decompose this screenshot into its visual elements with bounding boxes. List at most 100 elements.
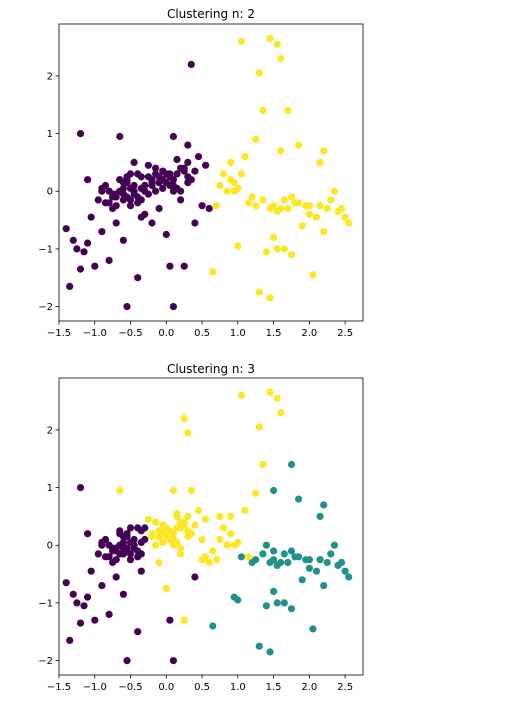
axes-frame [58, 377, 364, 676]
data-point [84, 593, 92, 601]
data-point [162, 230, 170, 239]
data-point [144, 515, 152, 523]
data-point [191, 521, 199, 529]
data-point [184, 158, 192, 166]
data-point [116, 176, 124, 184]
data-point [262, 248, 270, 256]
data-point [152, 518, 160, 526]
data-point [130, 535, 138, 544]
data-point [152, 541, 160, 549]
data-point [227, 512, 235, 521]
data-point [316, 556, 324, 564]
data-point [123, 544, 131, 552]
data-point [198, 202, 206, 210]
data-point [287, 460, 296, 469]
data-point [80, 248, 88, 256]
data-point [309, 271, 317, 279]
data-point [184, 141, 192, 149]
x-tick-label: −1.5 [47, 328, 71, 339]
data-point [212, 556, 220, 564]
data-point [62, 225, 70, 233]
data-point [126, 524, 135, 532]
data-point [237, 170, 245, 178]
data-point [259, 106, 267, 115]
y-tick-label: 0 [47, 541, 53, 552]
data-point [73, 599, 81, 607]
data-point [277, 55, 285, 63]
data-point [320, 228, 328, 236]
data-point [284, 204, 292, 213]
data-point [134, 553, 142, 561]
data-point [87, 567, 95, 575]
y-tick-label: 0 [47, 187, 53, 198]
data-point [76, 619, 85, 627]
data-point [209, 622, 217, 630]
data-point [270, 202, 278, 210]
data-point [298, 576, 306, 584]
data-point [187, 486, 195, 495]
data-point [234, 242, 242, 250]
x-axis: −1.5 −1.0 −0.5 0.0 0.5 1.0 1.5 2.0 2.5 [47, 321, 353, 339]
data-point [180, 616, 188, 624]
x-tick-label: 1.5 [266, 682, 282, 693]
data-point [62, 579, 70, 587]
data-point [191, 167, 199, 175]
data-point [194, 507, 203, 515]
data-point [270, 547, 278, 555]
data-point [273, 207, 281, 215]
data-point [266, 388, 274, 396]
data-point [98, 228, 106, 236]
data-point [270, 233, 278, 241]
data-point [230, 541, 238, 549]
data-point [148, 179, 156, 187]
data-point [223, 187, 231, 195]
data-point [184, 512, 192, 521]
data-point [337, 204, 346, 213]
data-point [277, 409, 285, 417]
data-point [169, 657, 177, 665]
data-point [112, 190, 120, 198]
data-point [141, 535, 149, 544]
data-point [316, 202, 324, 210]
x-tick-label: 1.5 [266, 328, 282, 339]
data-point [266, 294, 274, 302]
data-point [202, 161, 210, 169]
data-point [252, 202, 260, 210]
data-point [216, 535, 224, 544]
data-point [180, 262, 188, 270]
data-point [280, 196, 288, 204]
data-point [273, 599, 281, 607]
data-point [316, 158, 324, 166]
data-point [126, 202, 135, 210]
data-point [312, 213, 321, 221]
data-point [295, 141, 303, 149]
data-point [123, 173, 131, 181]
data-point [298, 222, 306, 230]
data-point [169, 486, 177, 495]
data-point [76, 265, 85, 273]
data-point [177, 544, 185, 552]
data-point [280, 550, 288, 558]
data-point [173, 170, 181, 178]
data-point [169, 176, 177, 184]
data-point [166, 616, 174, 624]
y-tick-label: −1 [38, 244, 53, 255]
points-group [62, 388, 353, 665]
data-point [202, 515, 210, 523]
data-point [309, 625, 317, 633]
x-axis: −1.5 −1.0 −0.5 0.0 0.5 1.0 1.5 2.0 2.5 [47, 675, 353, 693]
data-point [101, 199, 110, 207]
data-point [105, 256, 113, 264]
data-point [116, 527, 124, 535]
data-point [73, 245, 81, 253]
data-point [177, 524, 185, 532]
data-point [105, 187, 113, 195]
plot-area [59, 24, 363, 321]
data-point [245, 553, 253, 561]
data-point [119, 184, 127, 192]
data-point [241, 153, 249, 161]
data-point [341, 567, 349, 575]
data-point [345, 219, 353, 227]
data-point [66, 636, 74, 645]
data-point [116, 486, 124, 495]
